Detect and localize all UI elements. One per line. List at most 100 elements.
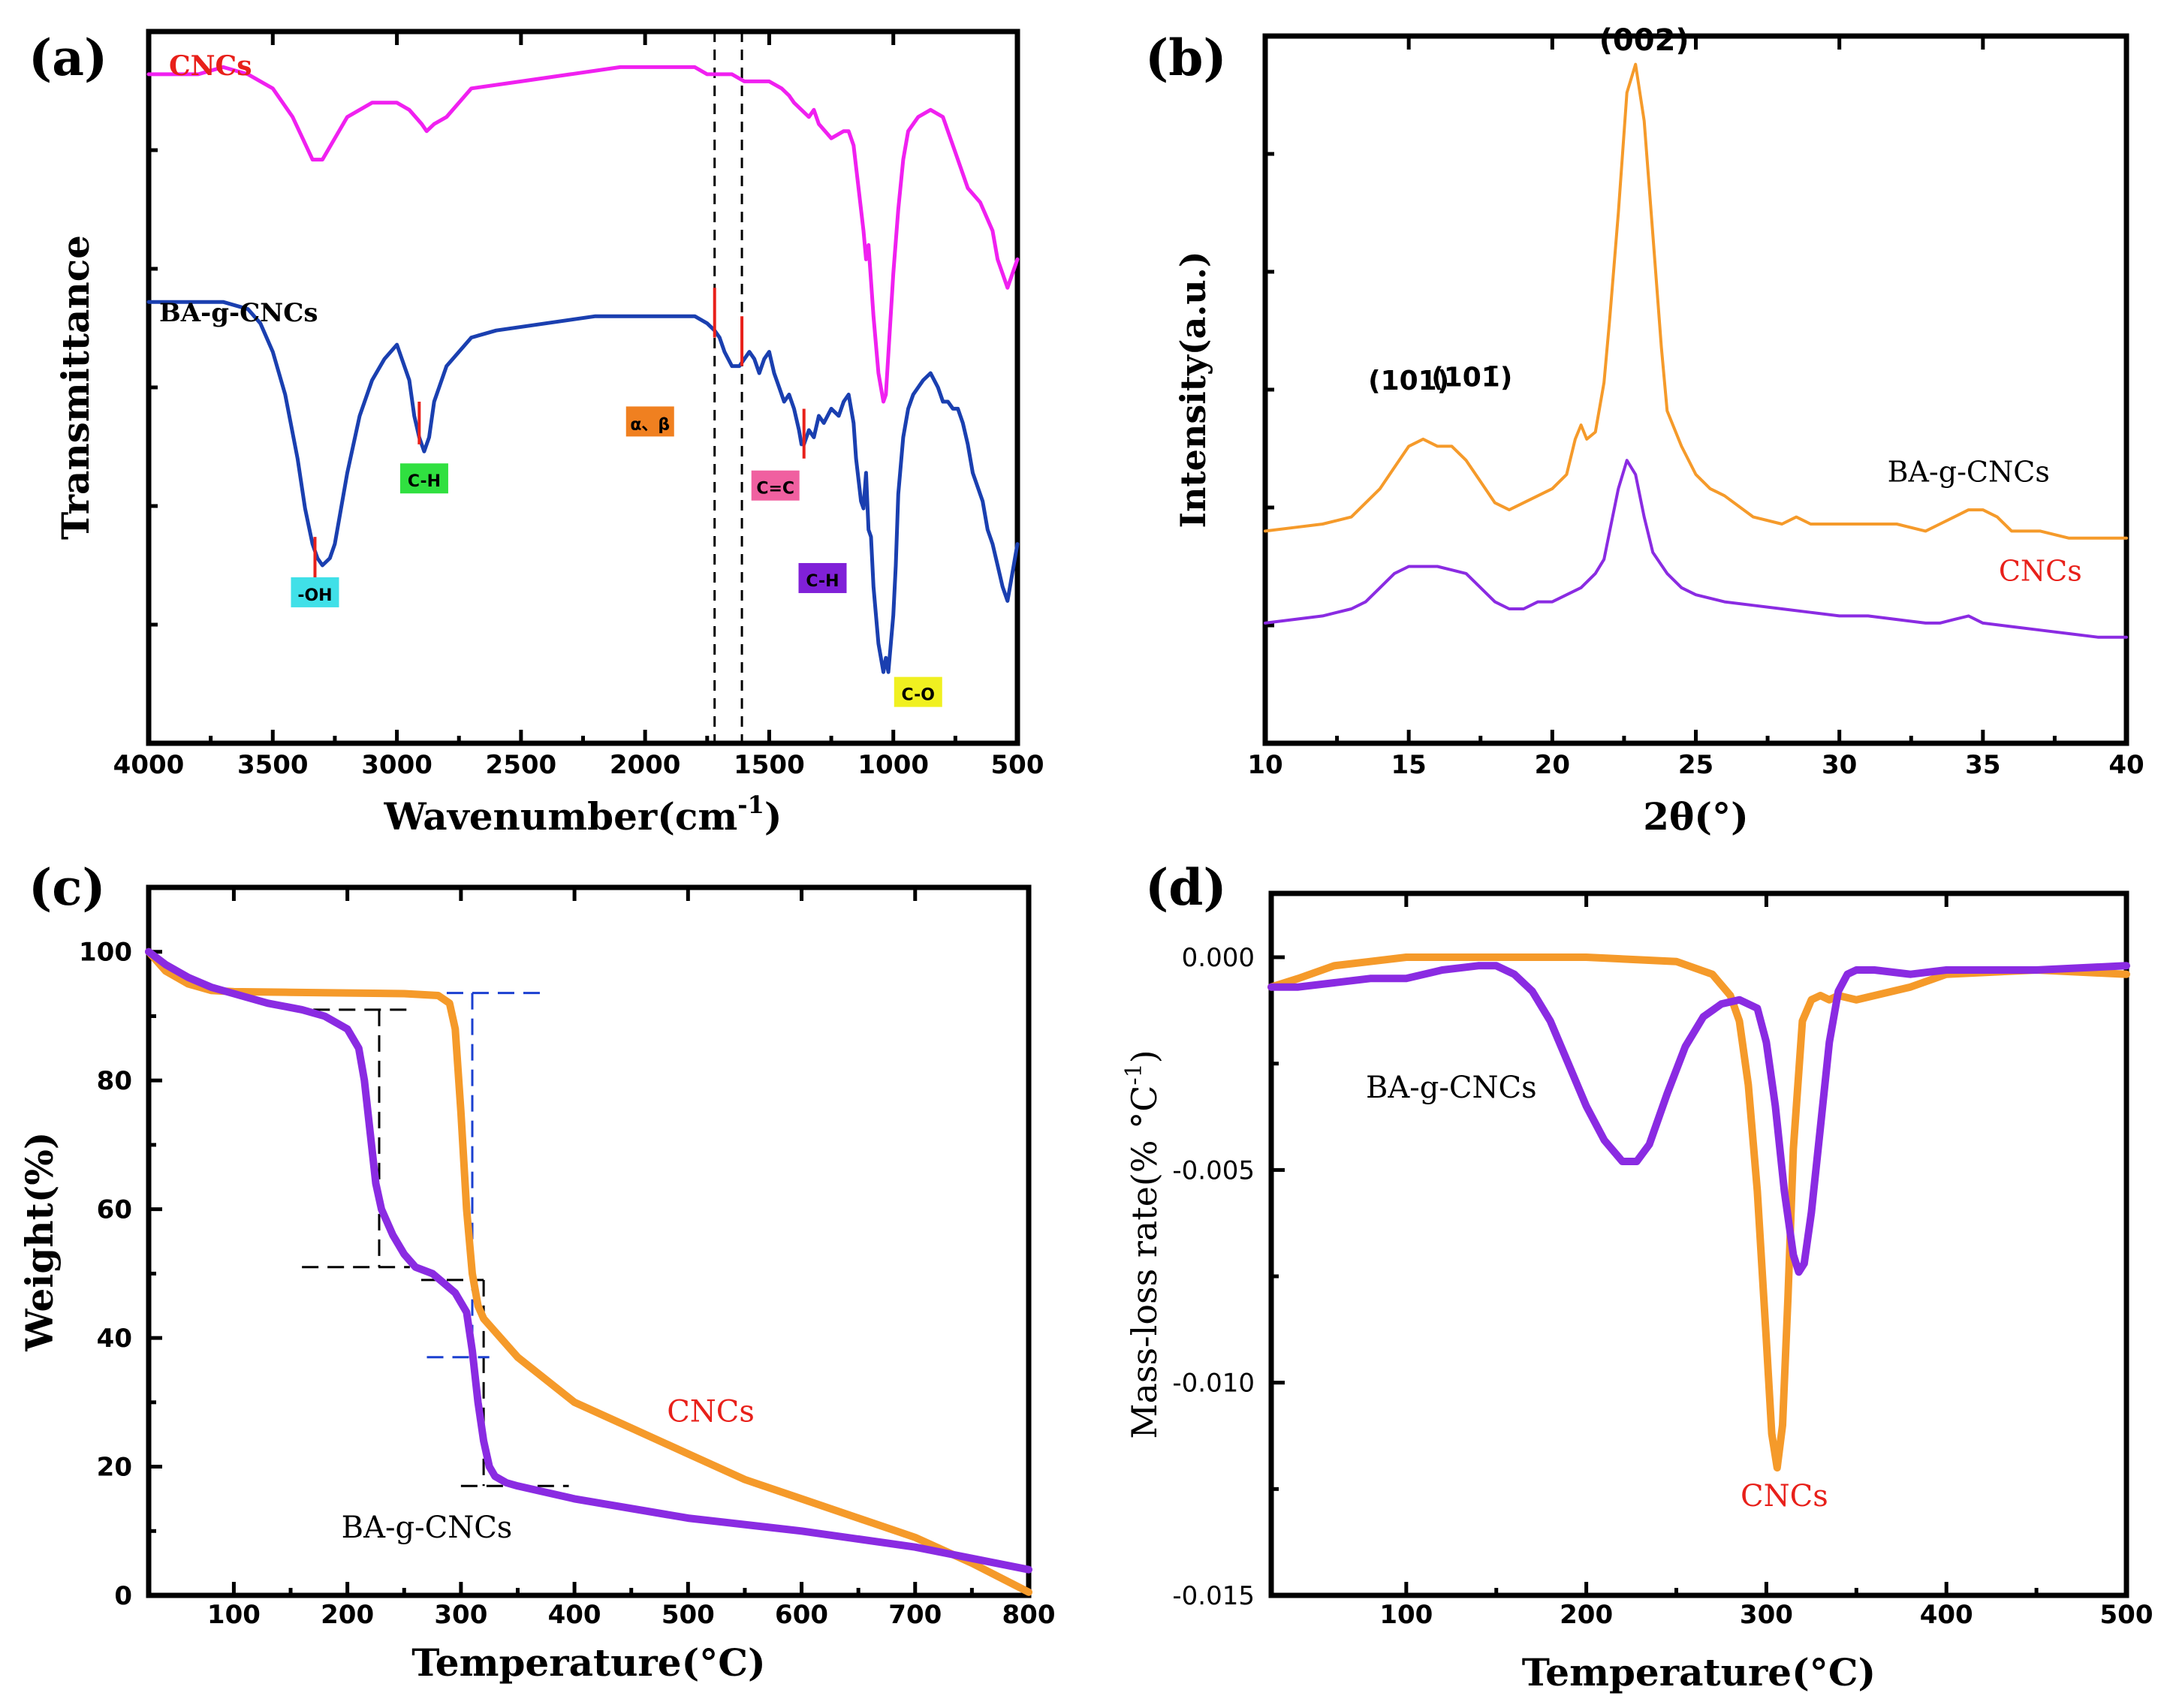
x-axis-label: Temperature(°C)	[411, 1640, 765, 1685]
legend-label-ba-g-cncs: BA-g-CNCs	[1366, 1071, 1537, 1105]
x-tick-label: 500	[662, 1600, 715, 1630]
y-axis-label: Transmittance	[53, 235, 98, 540]
x-axis-label-main: 2θ(°)	[1643, 794, 1748, 839]
series-line-ba-g-cncs	[1267, 962, 2130, 1276]
band-label: C-H	[408, 472, 441, 491]
x-axis-label-main: Temperature(°C)	[1522, 1650, 1876, 1694]
x-tick-label: 15	[1391, 750, 1427, 780]
legend-label-cncs: CNCs	[667, 1395, 755, 1429]
series-line-cncs	[146, 65, 1020, 404]
x-axis-label-tail: )	[764, 794, 782, 839]
series-line-cncs	[1264, 459, 2128, 639]
x-tick-label: 600	[775, 1600, 828, 1630]
y-tick-label: -0.010	[1172, 1369, 1255, 1399]
legend-label-cncs: CNCs	[1741, 1479, 1828, 1514]
y-axis-label-main: Mass-loss rate(% °C	[1124, 1086, 1165, 1439]
x-axis-label-main: Temperature(°C)	[411, 1640, 765, 1685]
band-label-box	[399, 463, 448, 494]
series-line-ba-g-cncs	[1264, 62, 2128, 540]
y-tick-label: 0	[114, 1581, 132, 1611]
plot-frame	[1268, 890, 2129, 1598]
panel-2: (c) 100 200 300 400 500 600 700 800 0 20 40 60 80 100 T…	[17, 858, 1055, 1685]
x-tick-label: 40	[2108, 750, 2144, 780]
y-tick-label: 60	[97, 1195, 132, 1225]
band-label-box	[751, 470, 800, 501]
y-axis-label: Intensity(a.u.)	[1173, 251, 1213, 528]
band-label-box	[894, 676, 942, 707]
x-tick-label: 2500	[486, 750, 557, 780]
x-tick-label: 2000	[610, 750, 681, 780]
x-tick-label: 500	[2100, 1600, 2153, 1630]
band-label: α、β	[630, 415, 670, 434]
y-axis-label-sup: -1	[1121, 1063, 1147, 1085]
x-axis-label: Wavenumber(cm-1)	[383, 791, 782, 839]
band-label: C-H	[806, 572, 839, 591]
series-line-cncs	[1267, 953, 2130, 1472]
x-tick-label: 4000	[113, 750, 185, 780]
series-line-cncs	[145, 947, 1032, 1596]
y-axis-label-main: Weight(%)	[17, 1131, 62, 1351]
x-axis-label: 2θ(°)	[1643, 794, 1748, 839]
y-tick-label: 100	[79, 938, 132, 968]
panel-label: (a)	[29, 29, 107, 87]
x-tick-label: 35	[1965, 750, 2000, 780]
x-tick-label: 25	[1678, 750, 1713, 780]
panel-label: (d)	[1145, 858, 1227, 917]
x-tick-label: 800	[1002, 1600, 1056, 1630]
panel-0: (a) 4000 3500 3000 2500 2000 1500 1000 500 Wavenu…	[29, 29, 1044, 839]
x-tick-label: 500	[991, 750, 1044, 780]
panel-1: (b) 10 15 20 25 30 35 40 2θ(°) Intensity(a.u.) (00…	[1145, 23, 2144, 839]
plot-frame	[146, 884, 1032, 1598]
y-axis-label: Weight(%)	[17, 1131, 62, 1351]
x-tick-label: 3000	[361, 750, 432, 780]
y-axis-label-tail: )	[1124, 1050, 1165, 1063]
panel-3: (d) 100 200 300 400 500 0.000 -0.005 -0.010 -0.01…	[1121, 858, 2153, 1694]
x-tick-label: 30	[1822, 750, 1857, 780]
band-label: C=C	[756, 480, 794, 499]
legend-label-cncs: CNCs	[1999, 554, 2082, 587]
series-line-ba-g-cncs	[146, 300, 1020, 674]
y-tick-label: 80	[97, 1066, 132, 1096]
x-tick-label: 300	[434, 1600, 487, 1630]
y-axis-label-main: Transmittance	[53, 235, 98, 540]
panel-label: (c)	[29, 858, 106, 917]
y-axis-label: Mass-loss rate(% °C-1)	[1121, 1050, 1165, 1438]
x-axis-label-sup: -1	[737, 791, 764, 819]
band-label-box	[291, 577, 339, 607]
peak-label-10-1: (101̄)	[1431, 362, 1512, 393]
x-tick-label: 400	[1920, 1600, 1973, 1630]
x-tick-label: 100	[1379, 1600, 1433, 1630]
legend-label-cncs: CNCs	[169, 50, 252, 82]
peak-label-002: (002)	[1599, 23, 1689, 58]
x-tick-label: 3500	[237, 750, 309, 780]
y-tick-label: 0.000	[1182, 943, 1255, 973]
x-tick-label: 300	[1740, 1600, 1793, 1630]
legend-label-ba-g-cncs: BA-g-CNCs	[1888, 455, 2050, 488]
y-tick-label: 40	[97, 1324, 132, 1354]
y-axis-label-main: Intensity(a.u.)	[1173, 251, 1213, 528]
band-label-box	[625, 406, 674, 437]
band-label: C-O	[902, 686, 935, 705]
peak-label-101: (101)	[1368, 366, 1449, 396]
x-tick-label: 10	[1247, 750, 1282, 780]
x-axis-label-main: Wavenumber(cm	[383, 794, 737, 839]
x-tick-label: 20	[1535, 750, 1570, 780]
x-tick-label: 100	[207, 1600, 261, 1630]
x-tick-label: 200	[1560, 1600, 1613, 1630]
band-label-box	[798, 562, 847, 593]
legend-label-ba-g-cncs: BA-g-CNCs	[342, 1511, 513, 1545]
panel-label: (b)	[1145, 29, 1227, 87]
x-tick-label: 700	[888, 1600, 942, 1630]
band-label: -OH	[297, 586, 332, 605]
y-tick-label: 20	[97, 1453, 132, 1483]
y-tick-label: -0.015	[1172, 1581, 1255, 1611]
legend-label-ba-g-cncs: BA-g-CNCs	[159, 298, 318, 328]
series-line-ba-g-cncs	[145, 947, 1032, 1574]
x-tick-label: 1500	[734, 750, 805, 780]
x-tick-label: 400	[548, 1600, 601, 1630]
x-tick-label: 200	[321, 1600, 374, 1630]
x-tick-label: 1000	[857, 750, 929, 780]
x-axis-label: Temperature(°C)	[1522, 1650, 1876, 1694]
y-tick-label: -0.005	[1172, 1155, 1255, 1185]
